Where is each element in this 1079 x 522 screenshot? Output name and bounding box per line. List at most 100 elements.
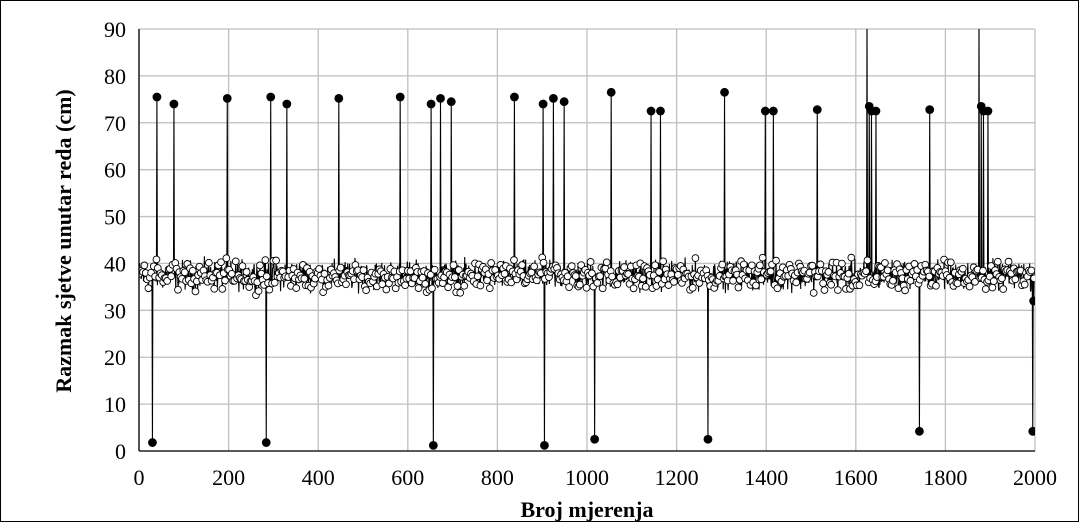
data-point [1027,266,1035,275]
data-point [300,274,309,283]
data-point [261,256,270,264]
data-point [756,261,764,270]
outlier-point [760,106,770,116]
data-point [629,284,638,293]
outlier-point [606,87,616,97]
data-point [757,275,766,284]
data-point [262,272,271,281]
data-point [691,254,700,262]
outlier-point [428,440,438,450]
x-tick-label: 200 [212,465,245,490]
outlier-point [446,97,456,107]
outlier-point [983,106,993,116]
data-point [272,256,280,265]
outlier-point [768,106,778,116]
data-point [925,272,934,281]
data-point [430,265,439,274]
data-point [959,264,967,273]
data-point [450,273,459,281]
data-point [997,274,1006,283]
data-point [292,284,301,292]
y-tick-label: 20 [104,345,126,370]
data-point [598,284,607,293]
outlier-point [1029,296,1035,306]
data-point [766,267,775,276]
data-point [428,284,436,293]
x-tick-label: 1400 [744,465,788,490]
outlier-point [915,426,924,436]
data-point [152,255,161,264]
data-point [758,253,767,262]
data-point [518,261,526,269]
data-point [320,269,329,278]
data-point [218,285,227,293]
x-tick-label: 1200 [655,465,699,490]
data-point [834,286,842,294]
data-point [734,283,743,292]
data-point [808,261,817,270]
data-point [674,270,682,279]
outlier-point [925,105,935,115]
data-point [539,258,548,267]
data-point [651,261,659,270]
data-point [421,279,430,288]
data-point [593,279,602,287]
data-point [530,262,538,271]
outlier-point [1028,426,1035,436]
data-point [473,272,482,281]
data-point [180,268,189,277]
outlier-point [559,97,569,107]
data-point [324,281,333,290]
data-point [901,286,909,295]
data-point [167,272,176,281]
data-point [946,258,955,267]
x-axis-title: Broj mjerenja [521,497,654,521]
outlier-point [538,99,548,109]
data-point [718,260,727,269]
data-point [596,272,604,280]
data-point [588,269,596,278]
data-point [577,261,586,269]
data-point [342,280,350,289]
data-point [191,287,200,296]
y-tick-label: 90 [104,17,126,42]
outlier-point [549,94,558,103]
outlier-point [222,94,232,103]
outlier-point [646,106,656,116]
data-point [401,281,409,290]
data-point [620,263,629,271]
y-tick-label: 30 [104,298,126,323]
x-tick-label: 1600 [834,465,878,490]
outlier-point [656,106,665,116]
outlier-point [426,99,436,109]
axes: 0 200 400 600 800 1000 1200 1400 1600 1800 2000 0 10… [104,17,1057,490]
data-point [174,285,182,294]
data-point [971,277,979,286]
data-point [188,266,197,275]
data-point [336,263,345,272]
data-point [824,268,833,276]
data-point [449,261,458,269]
x-tick-label: 1800 [923,465,967,490]
data-point [565,283,573,291]
data-point [1030,274,1035,283]
data-point [838,259,846,268]
data-point [487,259,495,267]
outlier-point [703,434,713,444]
data-point [485,284,494,293]
data-point [140,261,149,270]
data-point [809,289,818,297]
x-tick-label: 1000 [565,465,609,490]
data-point [965,282,974,291]
data-point [359,266,368,274]
outlier-point [436,94,445,103]
outlier-point [152,92,162,102]
x-tick-label: 800 [481,465,514,490]
data-point [1004,257,1013,266]
data-point [688,284,697,292]
outlier-point [540,440,549,450]
data-point [863,256,872,265]
data-point [639,274,647,283]
